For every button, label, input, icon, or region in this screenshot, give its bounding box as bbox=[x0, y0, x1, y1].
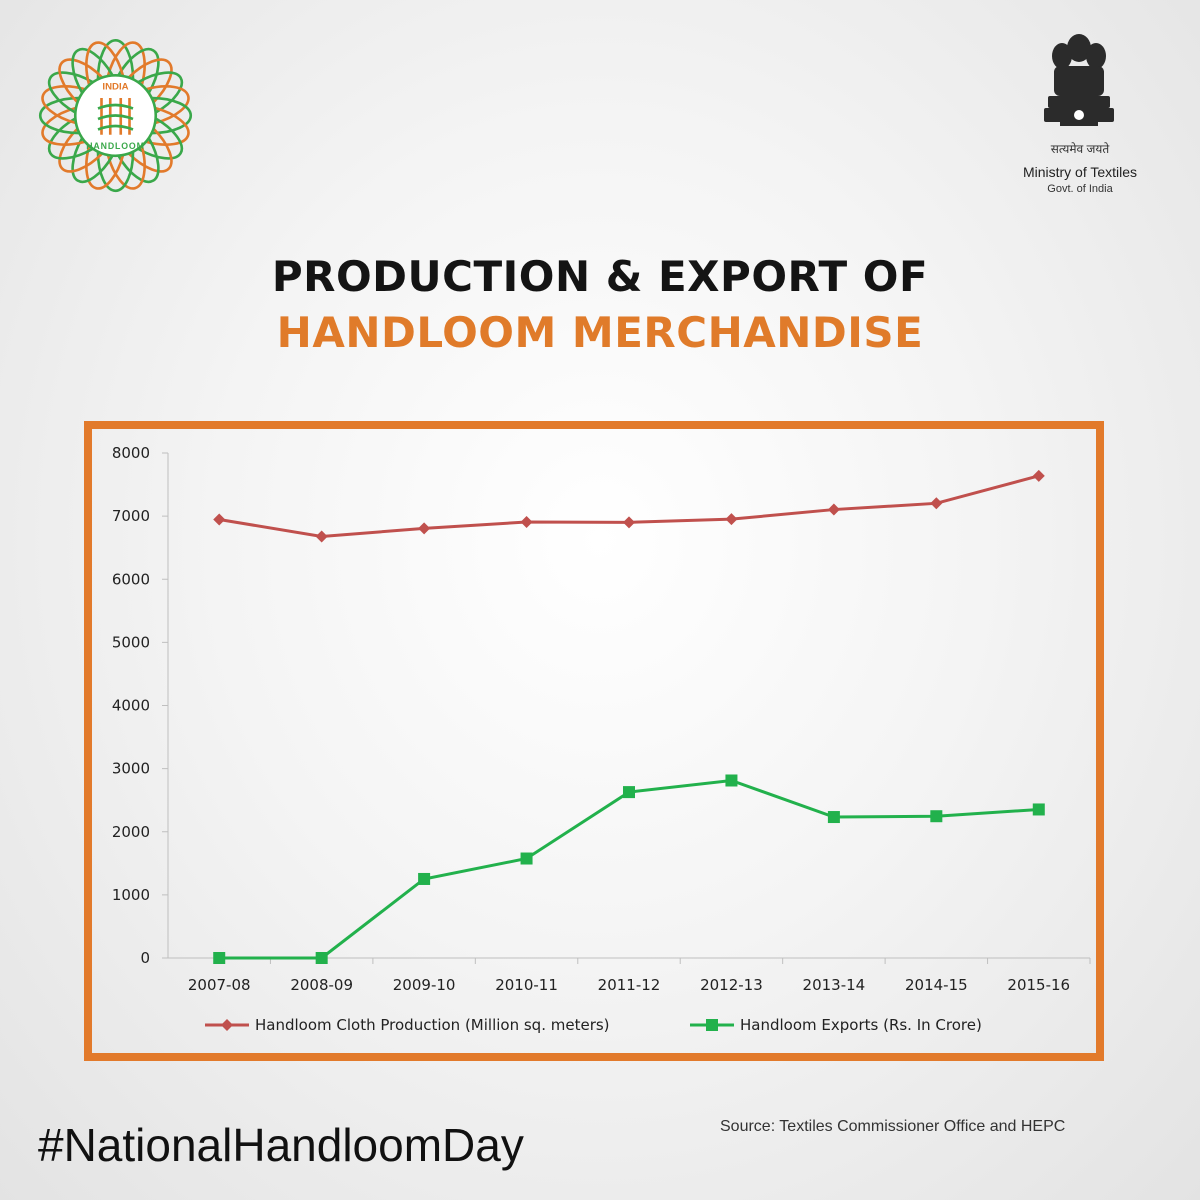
data-point bbox=[520, 852, 533, 865]
data-point bbox=[623, 516, 635, 529]
legend-label: Handloom Exports (Rs. In Crore) bbox=[740, 1016, 982, 1034]
legend-marker bbox=[706, 1019, 718, 1031]
series-line-2 bbox=[219, 778, 1039, 960]
x-tick-label: 2014-15 bbox=[905, 976, 968, 994]
page-title-line1: PRODUCTION & EXPORT OF bbox=[271, 252, 929, 301]
logo-text-bottom: HANDLOOM bbox=[86, 141, 145, 151]
data-point bbox=[827, 811, 840, 824]
x-tick-label: 2007-08 bbox=[188, 976, 251, 994]
data-point bbox=[725, 774, 738, 787]
data-point bbox=[520, 515, 533, 528]
hashtag: #NationalHandloomDay bbox=[38, 1119, 524, 1171]
x-tick-label: 2008-09 bbox=[290, 976, 353, 994]
page-title-line2: HANDLOOM MERCHANDISE bbox=[276, 308, 924, 357]
y-tick-label: 6000 bbox=[112, 570, 150, 588]
y-tick-label: 3000 bbox=[112, 760, 150, 778]
x-axis-ticks: 2007-08 2008-09 2009-10 2010-11 2011-12 2012-… bbox=[188, 958, 1091, 994]
x-tick-label: 2010-11 bbox=[495, 976, 558, 994]
x-tick-label: 2009-10 bbox=[393, 976, 456, 994]
data-point bbox=[725, 513, 738, 526]
y-tick-label: 4000 bbox=[112, 697, 150, 715]
x-tick-label: 2015-16 bbox=[1007, 976, 1070, 994]
national-emblem-icon bbox=[1044, 34, 1114, 126]
ministry-govt: Govt. of India bbox=[1047, 183, 1113, 195]
x-tick-label: 2012-13 bbox=[700, 976, 763, 994]
data-point bbox=[213, 952, 226, 964]
y-tick-label: 5000 bbox=[112, 633, 150, 651]
y-tick-label: 8000 bbox=[112, 444, 150, 462]
logo-text-top: INDIA bbox=[102, 81, 128, 92]
x-tick-label: 2011-12 bbox=[598, 976, 661, 994]
data-point bbox=[213, 513, 226, 526]
y-tick-label: 0 bbox=[140, 949, 150, 967]
data-point bbox=[315, 530, 328, 543]
y-tick-label: 7000 bbox=[112, 507, 150, 525]
data-point bbox=[930, 497, 943, 510]
emblem-motto: सत्यमेव जयते bbox=[1050, 142, 1110, 156]
data-point bbox=[827, 503, 840, 516]
chart-legend: Handloom Cloth Production (Million sq. m… bbox=[205, 1016, 982, 1034]
x-tick-label: 2013-14 bbox=[803, 976, 866, 994]
chart-frame bbox=[84, 421, 1104, 1061]
india-handloom-logo: INDIA HANDLOOM bbox=[38, 38, 193, 193]
chart-series bbox=[213, 469, 1045, 964]
chart-axes bbox=[167, 453, 1090, 959]
data-point bbox=[930, 810, 943, 823]
legend-marker bbox=[221, 1019, 233, 1031]
data-point bbox=[418, 872, 431, 885]
data-point bbox=[418, 522, 431, 535]
data-point bbox=[1032, 803, 1045, 816]
y-axis-ticks: 0 1000 2000 3000 4000 5000 6000 7000 8000 bbox=[112, 444, 168, 967]
data-point bbox=[623, 786, 635, 799]
data-point bbox=[315, 952, 328, 964]
y-tick-label: 1000 bbox=[112, 886, 150, 904]
source-note: Source: Textiles Commissioner Office and… bbox=[720, 1118, 1066, 1135]
ministry-name: Ministry of Textiles bbox=[1022, 164, 1138, 180]
legend-label: Handloom Cloth Production (Million sq. m… bbox=[255, 1016, 610, 1034]
y-tick-label: 2000 bbox=[112, 823, 150, 841]
data-point bbox=[1032, 469, 1045, 482]
